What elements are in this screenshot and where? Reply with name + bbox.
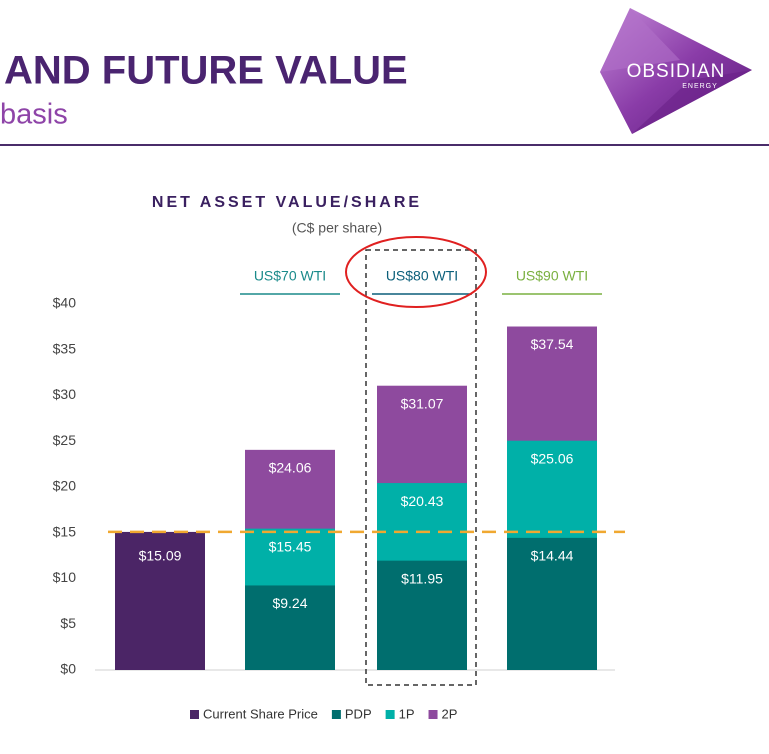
legend-label: 1P [399,706,415,721]
logo-facet [632,70,752,134]
logo-sub: ENERGY [682,83,718,90]
data-label: $24.06 [269,460,312,476]
category-label: US$70 WTI [254,268,326,284]
data-label: $31.07 [401,395,444,411]
y-tick-label: $10 [53,569,77,585]
legend-swatch [385,710,395,719]
legend-swatch [190,710,199,719]
y-tick-label: $15 [53,523,77,539]
y-tick-label: $25 [53,432,77,448]
bar [245,585,335,670]
legend-label: Current Share Price [203,706,318,721]
y-tick-label: $30 [53,386,77,402]
logo-name: OBSIDIAN [627,61,726,82]
logo: OBSIDIAN ENERGY [600,8,752,134]
data-label: $11.95 [401,570,443,586]
data-label: $9.24 [272,595,307,611]
legend-label: PDP [345,706,372,721]
chart-title: NET ASSET VALUE/SHARE [152,194,422,211]
y-tick-label: $20 [53,478,77,494]
legend-swatch [428,710,438,719]
legend-swatch [331,710,341,719]
chart-subtitle: (C$ per share) [292,220,382,236]
legend-label: 2P [442,706,458,721]
data-label: $20.43 [401,493,444,509]
bar [115,531,205,670]
bar [507,537,597,670]
bar [377,560,467,670]
highlight-circle [345,236,487,308]
data-label: $15.45 [269,538,312,554]
y-tick-label: $5 [60,615,76,631]
data-label: $15.09 [139,548,182,564]
highlight-box [365,249,477,686]
category-label: US$90 WTI [516,268,588,284]
category-label: US$80 WTI [386,268,458,284]
y-tick-label: $40 [53,295,77,311]
data-label: $14.44 [531,548,574,564]
logo-facet [600,8,680,72]
slide-title: AND FUTURE VALUE [4,49,408,93]
y-tick-label: $35 [53,340,77,356]
data-label: $37.54 [531,336,574,352]
data-label: $25.06 [531,450,574,466]
y-tick-label: $0 [60,661,76,677]
slide-subtitle: basis [0,99,68,131]
